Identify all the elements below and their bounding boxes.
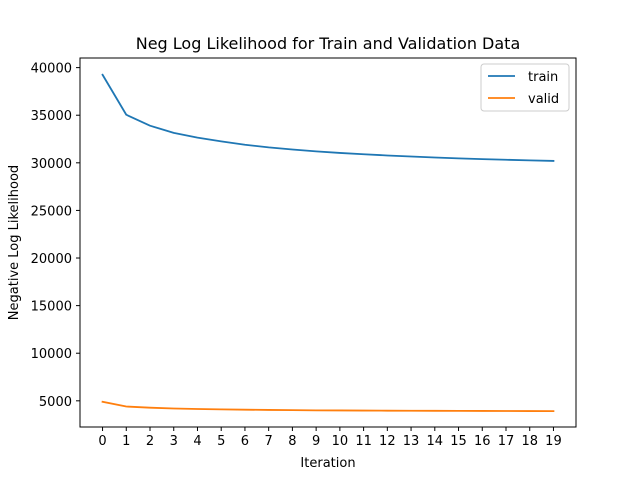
x-tick-label: 7 <box>265 434 273 449</box>
x-tick-label: 6 <box>241 434 249 449</box>
plot-frame <box>79 57 577 428</box>
legend-label-train: train <box>528 70 558 85</box>
series-lines <box>101 73 555 413</box>
x-tick-label: 16 <box>474 434 491 449</box>
x-axis-label: Iteration <box>300 456 355 471</box>
y-tick-label: 40000 <box>31 62 72 77</box>
x-tick-label: 9 <box>312 434 320 449</box>
legend-label-valid: valid <box>528 92 559 107</box>
y-tick-label: 15000 <box>31 300 72 315</box>
x-tick-label: 4 <box>193 434 201 449</box>
x-tick-label: 19 <box>545 434 562 449</box>
y-tick-label: 35000 <box>31 109 72 124</box>
x-tick-label: 3 <box>170 434 178 449</box>
x-tick-label: 1 <box>122 434 130 449</box>
y-axis-label: Negative Log Likelihood <box>7 165 22 320</box>
x-tick-label: 0 <box>98 434 106 449</box>
x-tick-label: 10 <box>332 434 349 449</box>
x-tick-label: 12 <box>379 434 396 449</box>
y-tick-label: 5000 <box>39 395 72 410</box>
x-tick-label: 17 <box>498 434 515 449</box>
x-tick-label: 2 <box>146 434 154 449</box>
y-tick-label: 30000 <box>31 157 72 172</box>
x-tick-label: 8 <box>288 434 296 449</box>
x-tick-label: 18 <box>521 434 538 449</box>
x-tick-label: 14 <box>427 434 444 449</box>
axes: 0 1 2 3 4 5 6 7 8 9 10 11 12 13 14 15 16 17 18 195000100001… <box>31 57 577 449</box>
y-tick-label: 10000 <box>31 347 72 362</box>
y-tick-label: 20000 <box>31 252 72 267</box>
y-tick-label: 25000 <box>31 204 72 219</box>
series-line-train <box>101 73 555 162</box>
x-tick-label: 13 <box>403 434 420 449</box>
x-tick-label: 11 <box>355 434 372 449</box>
legend: train valid <box>480 63 570 112</box>
series-line-valid <box>101 400 555 413</box>
x-tick-label: 15 <box>450 434 467 449</box>
chart-title: Neg Log Likelihood for Train and Validat… <box>136 34 521 53</box>
x-tick-label: 5 <box>217 434 225 449</box>
